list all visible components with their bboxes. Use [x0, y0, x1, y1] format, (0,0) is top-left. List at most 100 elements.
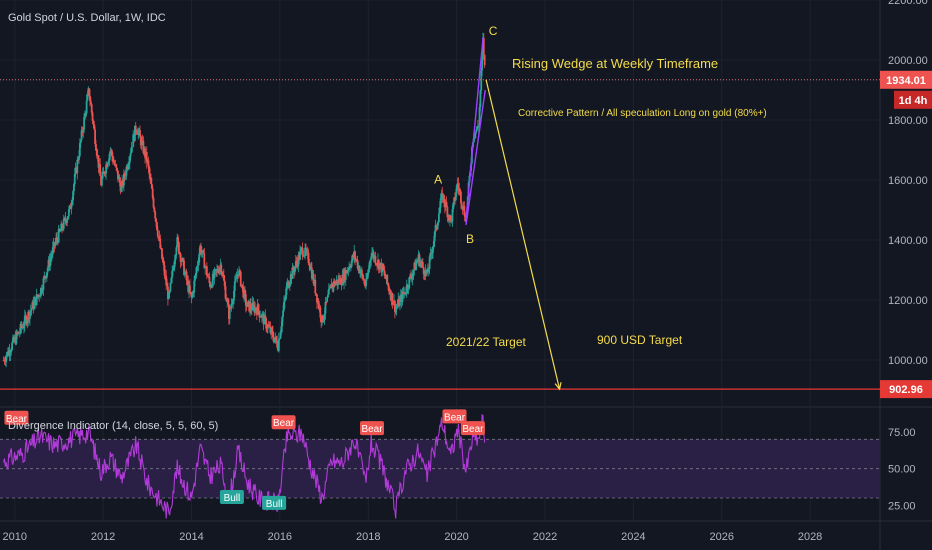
candle-body — [421, 261, 424, 268]
candle-body — [239, 270, 241, 272]
candle-body — [62, 228, 64, 230]
candle-body — [407, 288, 410, 289]
candle-body — [150, 177, 152, 184]
candle-body — [368, 262, 371, 270]
candle-body — [64, 217, 67, 221]
candle-body — [83, 116, 85, 130]
candle-body — [404, 292, 407, 294]
candle-body — [264, 315, 267, 319]
candle-body — [366, 272, 369, 279]
candle-body — [88, 88, 91, 96]
candle-body — [360, 269, 363, 274]
x-tick-label: 2014 — [179, 531, 203, 543]
candle-body — [39, 287, 42, 297]
candle-body — [15, 332, 18, 344]
candle-body — [279, 331, 282, 339]
candle-body — [241, 284, 244, 286]
y-tick-label: 1800.00 — [888, 115, 928, 127]
y-tick-label: 2000.00 — [888, 55, 928, 67]
candle-body — [439, 198, 442, 208]
candle-body — [205, 266, 208, 276]
candle-body — [327, 288, 330, 295]
candle-body — [348, 266, 351, 270]
candle-body — [283, 301, 285, 311]
candle-body — [208, 276, 211, 283]
candle-body — [17, 332, 19, 335]
candle-body — [383, 270, 386, 276]
candle-body — [179, 253, 182, 262]
projection-arrow — [485, 79, 561, 390]
candle-body — [419, 262, 422, 266]
candle-body — [167, 286, 169, 300]
candle-body — [299, 251, 301, 260]
candle-body — [72, 191, 74, 201]
candle-body — [228, 307, 231, 320]
candle-body — [148, 166, 151, 175]
candle-body — [416, 260, 419, 262]
candle-body — [131, 146, 134, 148]
candle-body — [20, 323, 23, 328]
candle-body — [483, 54, 486, 66]
candle-body — [316, 294, 318, 303]
candle-body — [436, 225, 439, 229]
candle-body — [198, 253, 201, 263]
candle-body — [257, 304, 260, 312]
candle-body — [292, 267, 295, 271]
candle-body — [344, 270, 347, 280]
candle-body — [157, 236, 160, 238]
signal-bear: Bear — [442, 409, 467, 424]
candle-body — [438, 213, 440, 223]
candle-body — [185, 271, 188, 281]
candle-body — [358, 266, 361, 273]
candle-body — [46, 268, 49, 273]
candle-body — [479, 90, 482, 108]
candle-body — [197, 262, 200, 266]
candle-body — [19, 323, 22, 332]
candle-body — [189, 285, 191, 292]
candle-body — [319, 307, 322, 318]
candle-body — [202, 250, 205, 254]
candle-body — [393, 300, 396, 312]
candle-body — [159, 238, 162, 249]
signal-box — [360, 421, 385, 436]
signal-bear: Bear — [460, 421, 485, 436]
candle-body — [388, 286, 390, 292]
candle-body — [317, 300, 320, 309]
candle-body — [451, 209, 454, 222]
candle-body — [124, 175, 127, 177]
candle-body — [206, 275, 209, 277]
candle-body — [161, 258, 164, 262]
signal-box — [219, 490, 244, 504]
candle-body — [118, 176, 121, 183]
current-price-label: 1934.01 — [886, 75, 926, 87]
candle-body — [189, 291, 192, 295]
signal-label: Bear — [462, 424, 484, 435]
candle-body — [30, 308, 33, 311]
candle-body — [272, 331, 274, 338]
candle-body — [67, 209, 70, 217]
candle-body — [172, 268, 174, 271]
candle-body — [328, 287, 331, 289]
y-tick-label: 1000.00 — [888, 355, 928, 367]
candle-body — [213, 270, 216, 278]
candle-body — [51, 247, 54, 255]
candle-body — [480, 70, 483, 91]
candle-body — [454, 193, 457, 201]
candle-body — [463, 205, 466, 216]
candle-body — [418, 254, 421, 266]
candle-body — [295, 261, 298, 263]
candle-body — [371, 253, 373, 257]
candle-body — [294, 261, 297, 267]
candle-body — [233, 281, 236, 291]
candle-body — [227, 300, 229, 305]
candle-body — [324, 301, 327, 314]
candle-body — [234, 278, 237, 282]
candle-body — [263, 315, 266, 325]
candle-body — [5, 356, 8, 362]
candle-body — [139, 130, 141, 137]
price-pane[interactable] — [0, 32, 880, 390]
candle-body — [54, 242, 57, 247]
candle-body — [410, 275, 412, 278]
candle-body — [445, 201, 448, 208]
